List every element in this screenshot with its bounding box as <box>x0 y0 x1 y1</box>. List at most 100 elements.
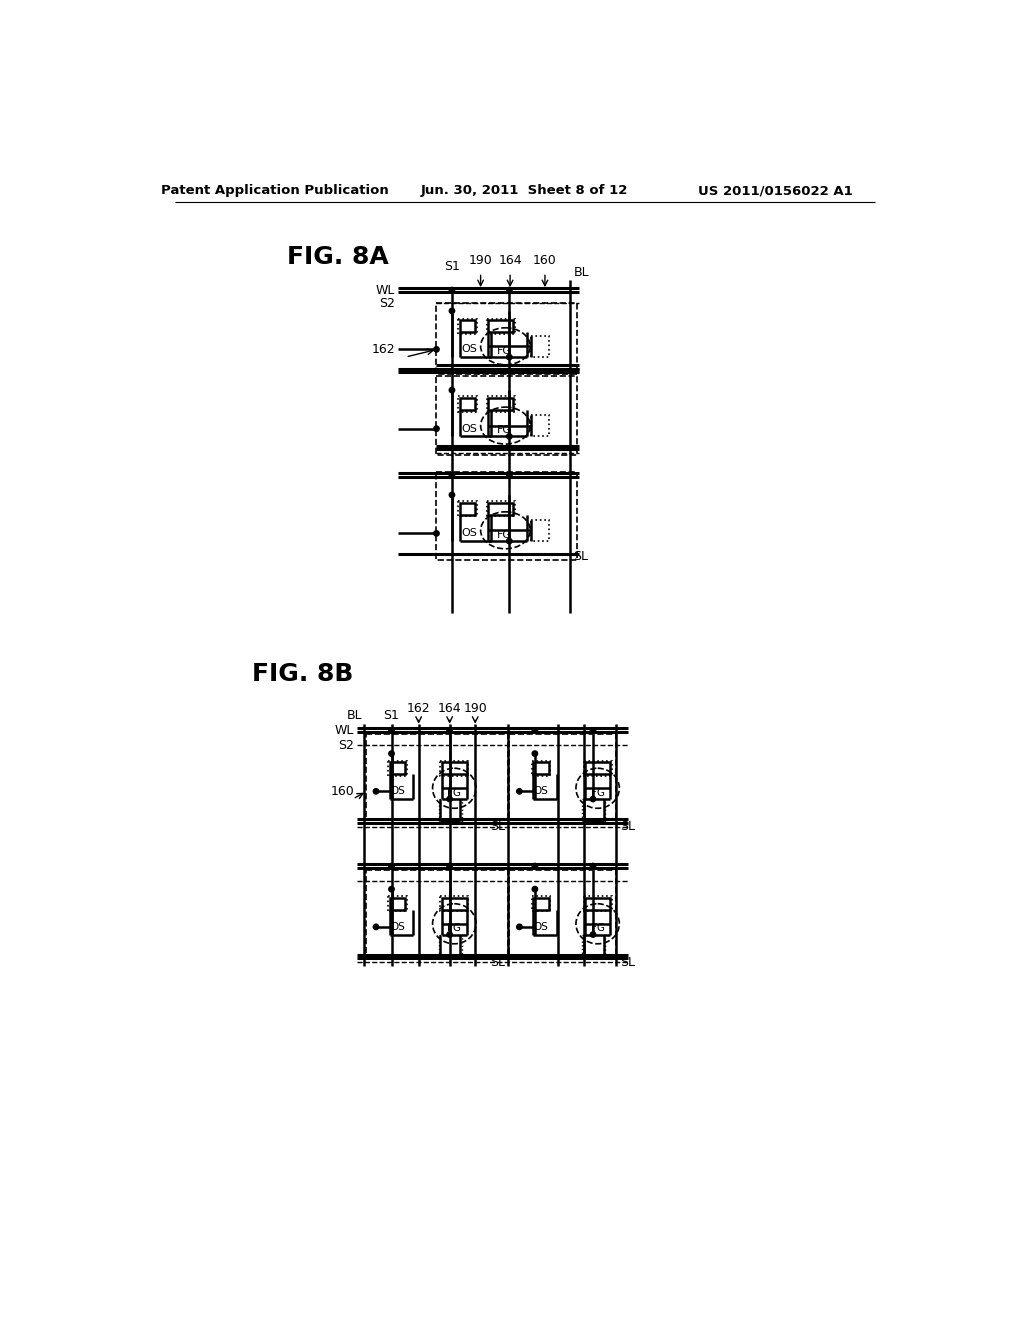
Bar <box>388 760 407 776</box>
Bar <box>388 896 407 911</box>
Bar <box>390 762 406 775</box>
Circle shape <box>434 531 439 536</box>
Bar <box>390 898 406 909</box>
Circle shape <box>450 368 455 374</box>
Bar <box>440 760 468 776</box>
Bar <box>586 898 610 909</box>
Bar <box>531 760 550 776</box>
Text: FG: FG <box>591 788 604 797</box>
Text: OS: OS <box>461 424 477 434</box>
Circle shape <box>389 863 394 869</box>
Text: S2: S2 <box>338 739 354 751</box>
Text: OS: OS <box>534 921 549 932</box>
Text: Jun. 30, 2011  Sheet 8 of 12: Jun. 30, 2011 Sheet 8 of 12 <box>421 185 629 197</box>
Circle shape <box>450 288 455 293</box>
Text: S1: S1 <box>384 709 399 722</box>
Text: SL: SL <box>490 956 506 969</box>
Text: SL: SL <box>490 820 506 833</box>
Bar <box>486 396 515 412</box>
Text: BL: BL <box>347 709 362 722</box>
Text: 160: 160 <box>534 255 557 268</box>
Bar <box>442 898 467 909</box>
Circle shape <box>532 887 538 892</box>
Text: SL: SL <box>621 820 635 833</box>
Text: Patent Application Publication: Patent Application Publication <box>162 185 389 197</box>
Bar <box>458 502 477 516</box>
Circle shape <box>374 788 379 795</box>
Bar <box>438 935 462 958</box>
Circle shape <box>446 932 453 937</box>
Text: OS: OS <box>390 921 406 932</box>
Text: 162: 162 <box>407 702 430 714</box>
Text: FG: FG <box>497 346 511 356</box>
Bar <box>486 318 515 334</box>
Text: SL: SL <box>573 550 589 564</box>
Bar <box>531 414 549 437</box>
Bar <box>460 503 475 515</box>
Text: BL: BL <box>573 265 589 279</box>
Bar <box>366 870 508 954</box>
Text: OS: OS <box>461 345 477 354</box>
Circle shape <box>374 924 379 929</box>
Text: 190: 190 <box>469 255 493 268</box>
Circle shape <box>434 426 439 432</box>
Text: 162: 162 <box>372 343 395 356</box>
Text: 160: 160 <box>331 785 354 797</box>
Bar <box>366 734 508 818</box>
Bar <box>584 896 611 911</box>
Bar <box>460 397 475 411</box>
Circle shape <box>450 492 455 498</box>
Text: 164: 164 <box>499 255 522 268</box>
Text: FIG. 8B: FIG. 8B <box>252 663 353 686</box>
Circle shape <box>590 932 596 937</box>
Bar <box>534 898 549 909</box>
Bar <box>442 762 467 775</box>
Text: WL: WL <box>376 284 395 297</box>
Text: FIG. 8A: FIG. 8A <box>287 246 389 269</box>
Bar <box>531 520 549 541</box>
Bar <box>488 321 513 333</box>
Circle shape <box>389 887 394 892</box>
Circle shape <box>507 368 512 374</box>
Circle shape <box>389 751 394 756</box>
Circle shape <box>434 347 439 352</box>
Circle shape <box>517 788 522 795</box>
Circle shape <box>532 727 538 733</box>
Circle shape <box>389 727 394 733</box>
Text: S1: S1 <box>444 260 460 273</box>
Text: OS: OS <box>390 787 406 796</box>
Text: FG: FG <box>497 529 511 540</box>
Circle shape <box>507 473 512 478</box>
Text: OS: OS <box>461 528 477 539</box>
Text: 164: 164 <box>438 702 462 714</box>
Bar <box>488 397 513 411</box>
Bar <box>534 762 549 775</box>
Bar <box>531 896 550 911</box>
Circle shape <box>532 863 538 869</box>
Bar <box>438 799 462 822</box>
Circle shape <box>507 434 512 440</box>
Circle shape <box>450 308 455 314</box>
Circle shape <box>590 863 596 869</box>
Bar <box>509 734 616 818</box>
Text: WL: WL <box>335 723 354 737</box>
Bar <box>584 760 611 776</box>
Bar <box>586 762 610 775</box>
Bar <box>488 503 513 515</box>
Circle shape <box>507 288 512 293</box>
Circle shape <box>446 796 453 801</box>
Circle shape <box>450 388 455 393</box>
Text: FG: FG <box>497 425 511 436</box>
Text: FG: FG <box>447 788 461 797</box>
Bar <box>436 471 577 560</box>
Text: FG: FG <box>447 924 461 933</box>
Bar <box>509 870 616 954</box>
Bar <box>486 502 515 516</box>
Text: FG: FG <box>591 924 604 933</box>
Circle shape <box>507 354 512 360</box>
Bar <box>531 335 549 356</box>
Circle shape <box>446 863 453 869</box>
Circle shape <box>446 727 453 733</box>
Bar <box>458 318 477 334</box>
Bar <box>460 321 475 333</box>
